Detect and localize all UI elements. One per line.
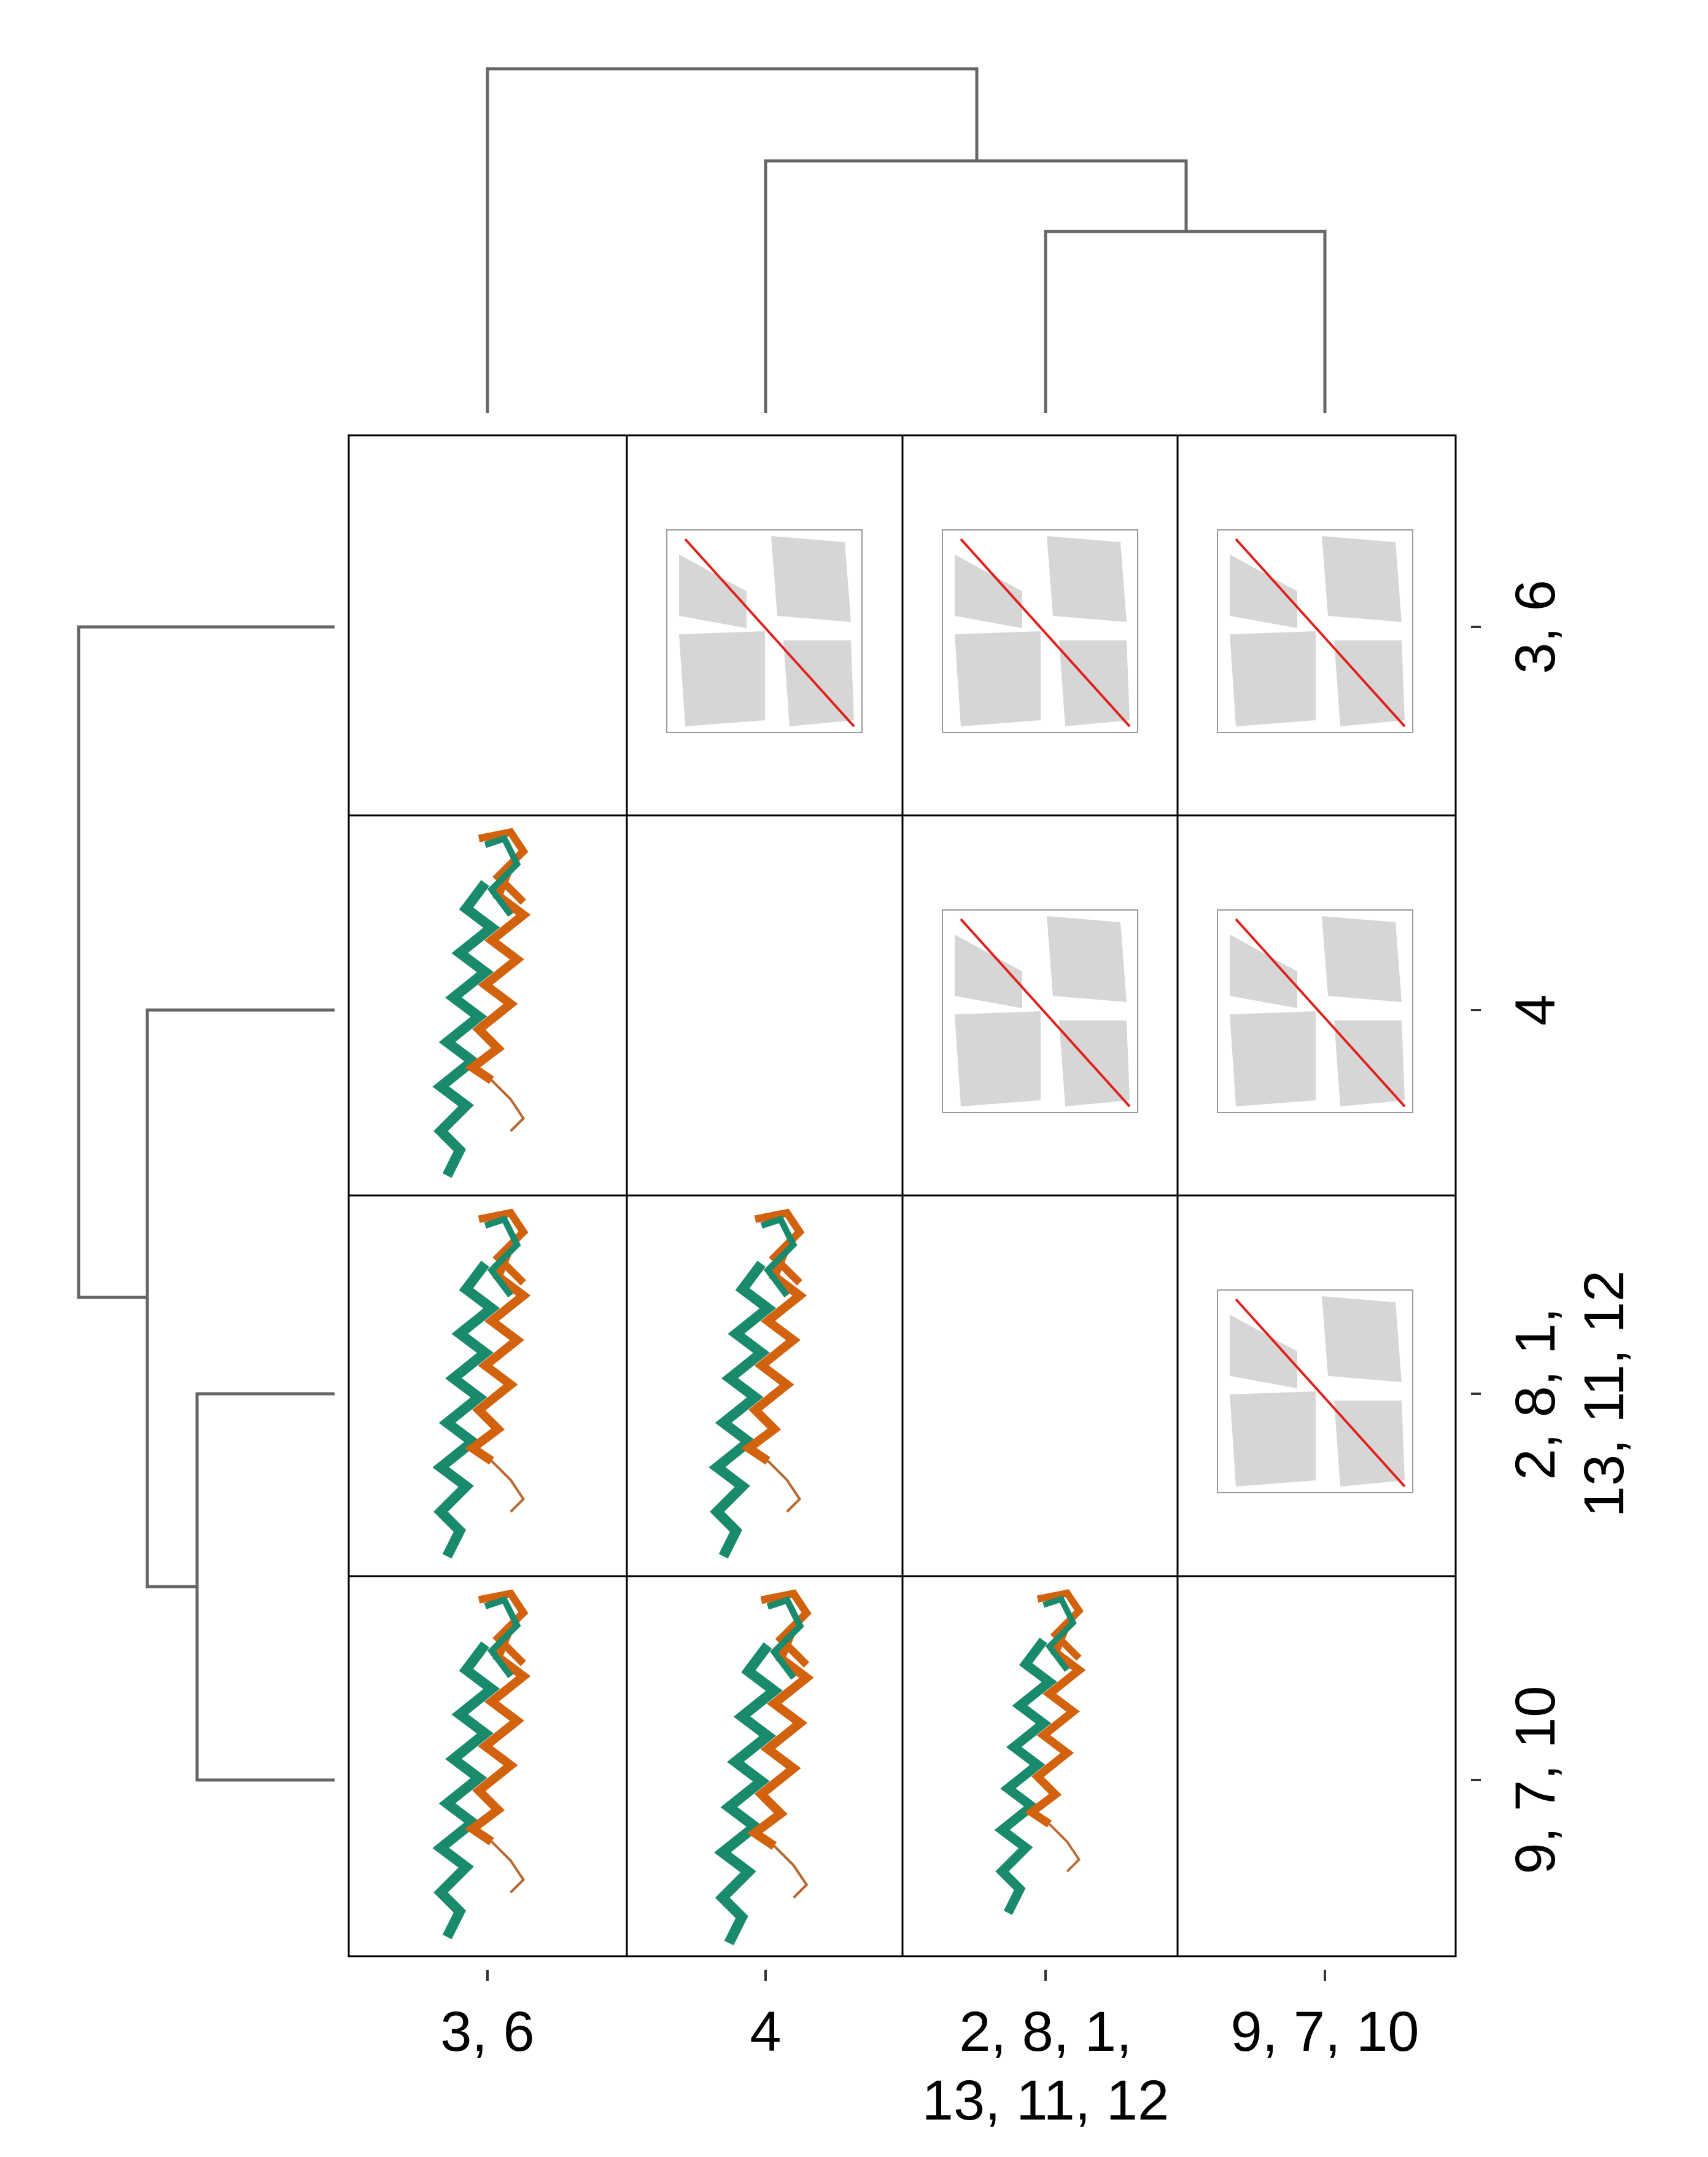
row-label: 3, 6 — [1504, 580, 1567, 674]
row-label: 4 — [1504, 994, 1567, 1025]
column-label: 3, 6 — [440, 2000, 534, 2063]
column-label: 13, 11, 12 — [922, 2069, 1169, 2132]
column-label: 4 — [750, 2000, 781, 2063]
dendrogram-left — [77, 625, 335, 1782]
row-label: 2, 8, 1, — [1504, 1307, 1567, 1480]
column-label: 2, 8, 1, — [959, 2000, 1132, 2063]
row-label: 13, 11, 12 — [1573, 1270, 1636, 1517]
row-label: 9, 7, 10 — [1504, 1686, 1567, 1875]
column-label: 9, 7, 10 — [1231, 2000, 1419, 2063]
matrix-grid — [347, 434, 1457, 1957]
dendrogram-top — [486, 67, 1327, 413]
ticks — [486, 626, 1481, 1981]
